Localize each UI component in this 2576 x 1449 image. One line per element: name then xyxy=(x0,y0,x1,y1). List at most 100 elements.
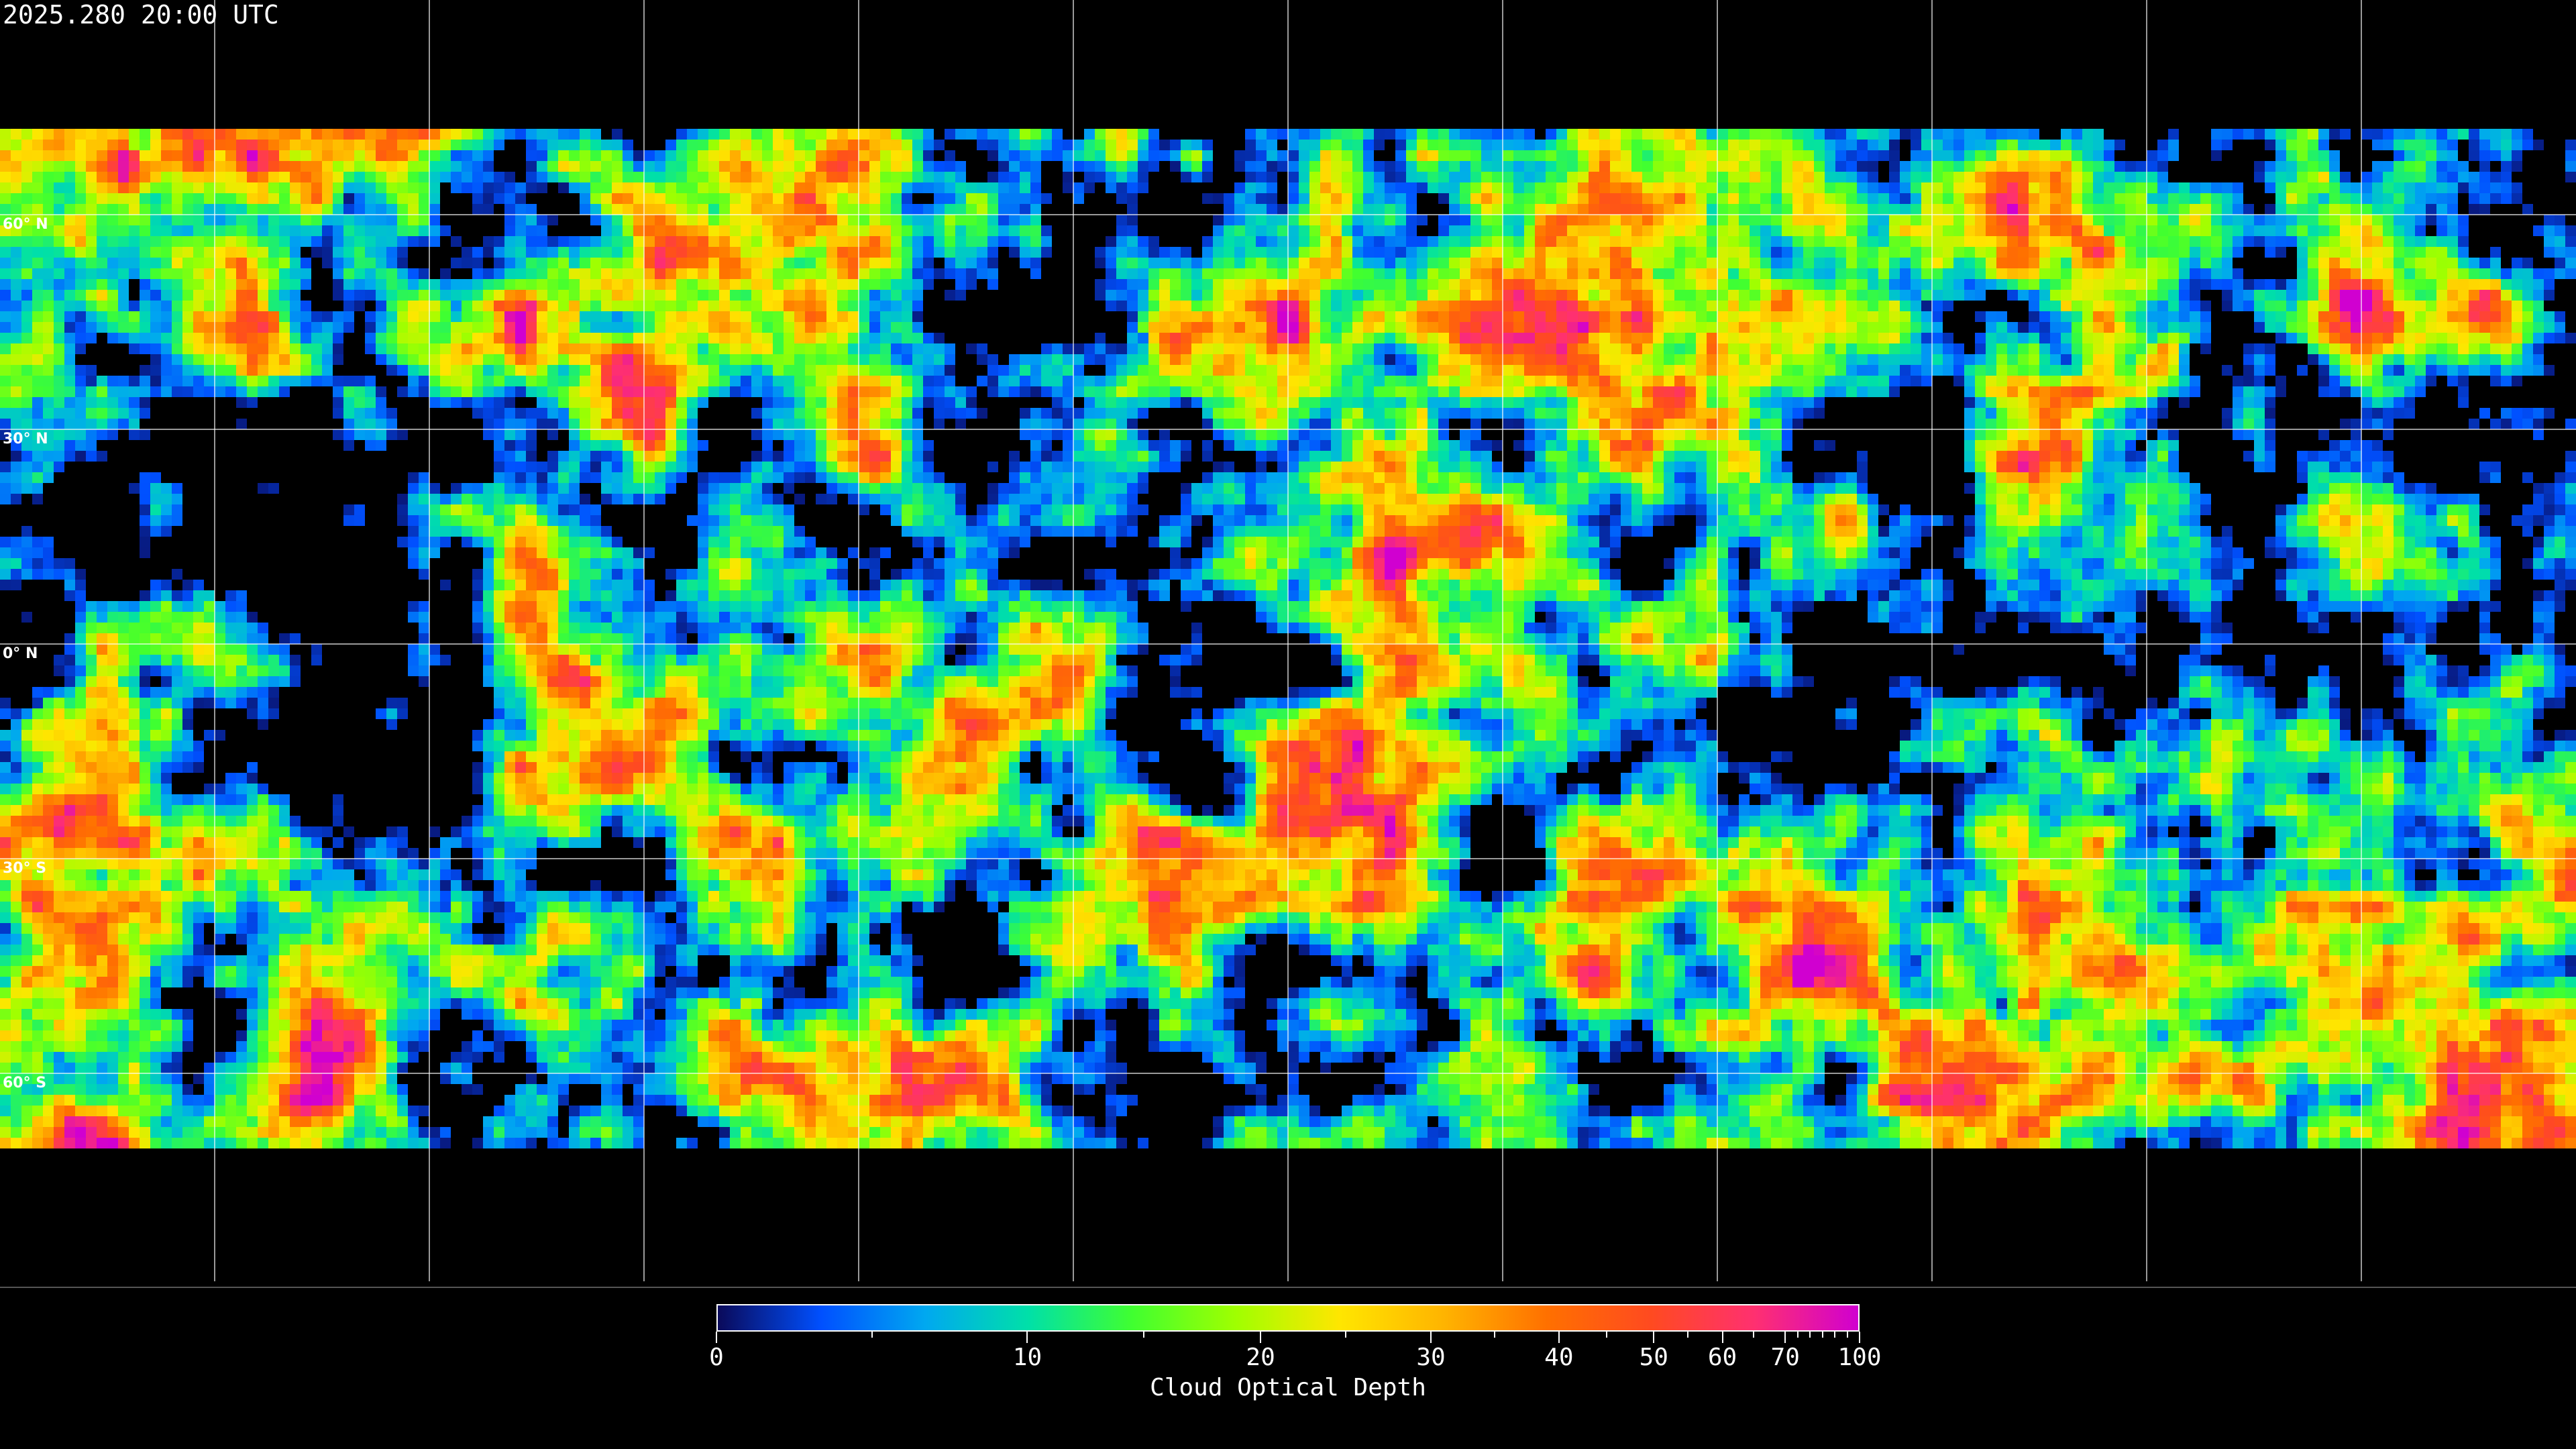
cloud-cell xyxy=(462,129,472,140)
cloud-cell xyxy=(923,129,934,140)
cloud-cell xyxy=(376,129,386,140)
cloud-cell xyxy=(526,129,537,140)
cloud-cell xyxy=(1052,129,1063,140)
cloud-cell xyxy=(429,129,440,140)
cloud-cell xyxy=(1106,129,1116,140)
cloud-cell xyxy=(483,129,494,140)
cloud-cell xyxy=(848,129,859,140)
cloud-cell xyxy=(504,129,515,140)
cloud-cell xyxy=(719,129,730,140)
cloud-cell xyxy=(547,129,558,140)
cloud-cell xyxy=(236,129,247,140)
cloud-cell xyxy=(612,129,623,140)
cloud-cell xyxy=(107,129,118,140)
cloud-cell xyxy=(537,129,547,140)
cloud-cell xyxy=(86,129,97,140)
cloud-cell xyxy=(741,129,751,140)
cloud-cell xyxy=(698,129,708,140)
cloud-cell xyxy=(1127,129,1138,140)
cloud-cell xyxy=(590,129,601,140)
cloud-cell xyxy=(204,129,215,140)
cloud-cell xyxy=(816,129,826,140)
cloud-cell xyxy=(258,129,268,140)
cloud-cell xyxy=(1041,129,1052,140)
cloud-cell xyxy=(1116,129,1127,140)
cloud-cell xyxy=(0,129,11,140)
cloud-cell xyxy=(64,129,75,140)
cloud-cell xyxy=(97,129,107,140)
cloud-cell xyxy=(1170,129,1181,140)
cloud-cell xyxy=(182,129,193,140)
cloud-cell xyxy=(784,129,794,140)
cloud-cell xyxy=(945,129,955,140)
cloud-cell xyxy=(365,129,376,140)
cloud-cell xyxy=(1256,129,1267,140)
cloud-cell xyxy=(826,129,837,140)
cloud-cell xyxy=(977,129,987,140)
cloud-cell xyxy=(912,129,923,140)
cloud-cell xyxy=(676,129,687,140)
cloud-cell xyxy=(569,129,580,140)
cloud-cell xyxy=(751,129,762,140)
cloud-cell xyxy=(644,129,655,140)
cloud-cell xyxy=(1148,129,1159,140)
cloud-cell xyxy=(322,129,333,140)
cloud-cell xyxy=(1009,129,1020,140)
cloud-cell xyxy=(1191,129,1202,140)
cloud-cell xyxy=(794,129,805,140)
cloud-optical-depth-map xyxy=(0,0,2576,1281)
cloud-cell xyxy=(805,129,816,140)
cloud-cell xyxy=(880,129,891,140)
cloud-cell xyxy=(419,129,429,140)
cloud-cell xyxy=(54,129,64,140)
cloud-cell xyxy=(1159,129,1170,140)
cloud-cell xyxy=(837,129,848,140)
cloud-cell xyxy=(354,129,365,140)
cloud-cell xyxy=(558,129,569,140)
cloud-cell xyxy=(1084,129,1095,140)
cloud-cell xyxy=(1309,129,1320,140)
cloud-cell xyxy=(869,129,880,140)
cloud-cell xyxy=(21,129,32,140)
cloud-cell xyxy=(1063,129,1073,140)
cloud-cell xyxy=(1138,129,1148,140)
cloud-cell xyxy=(1277,129,1288,140)
cloud-cell xyxy=(730,129,741,140)
cloud-cell xyxy=(1288,129,1299,140)
cloud-cell xyxy=(161,129,172,140)
cloud-cell xyxy=(580,129,590,140)
cloud-cell xyxy=(43,129,54,140)
cloud-cell xyxy=(397,129,408,140)
cloud-cell xyxy=(472,129,483,140)
cloud-cell xyxy=(515,129,526,140)
cloud-cell xyxy=(215,129,225,140)
cloud-cell xyxy=(1202,129,1213,140)
cloud-cell xyxy=(150,129,161,140)
cloud-cell xyxy=(311,129,322,140)
cloud-cell xyxy=(1267,129,1277,140)
cloud-cell xyxy=(902,129,912,140)
cloud-cell xyxy=(955,129,966,140)
cloud-cell xyxy=(665,129,676,140)
cloud-cell xyxy=(891,129,902,140)
cloud-cell xyxy=(11,129,21,140)
cloud-cell xyxy=(1181,129,1191,140)
cloud-cell xyxy=(1224,129,1234,140)
cloud-cell xyxy=(343,129,354,140)
cloud-cell xyxy=(451,129,462,140)
cloud-cell xyxy=(247,129,258,140)
cloud-cell xyxy=(633,129,644,140)
cloud-cell xyxy=(1299,129,1309,140)
cloud-cell xyxy=(408,129,419,140)
cloud-cell xyxy=(129,129,140,140)
cloud-cell xyxy=(494,129,504,140)
cloud-cell xyxy=(762,129,773,140)
cloud-cell xyxy=(32,129,43,140)
cloud-cell xyxy=(440,129,451,140)
cloud-cell xyxy=(75,129,86,140)
cloud-cell xyxy=(290,129,301,140)
cloud-cell xyxy=(118,129,129,140)
cloud-cell xyxy=(987,129,998,140)
cloud-cell xyxy=(172,129,182,140)
cloud-cell xyxy=(1245,129,1256,140)
